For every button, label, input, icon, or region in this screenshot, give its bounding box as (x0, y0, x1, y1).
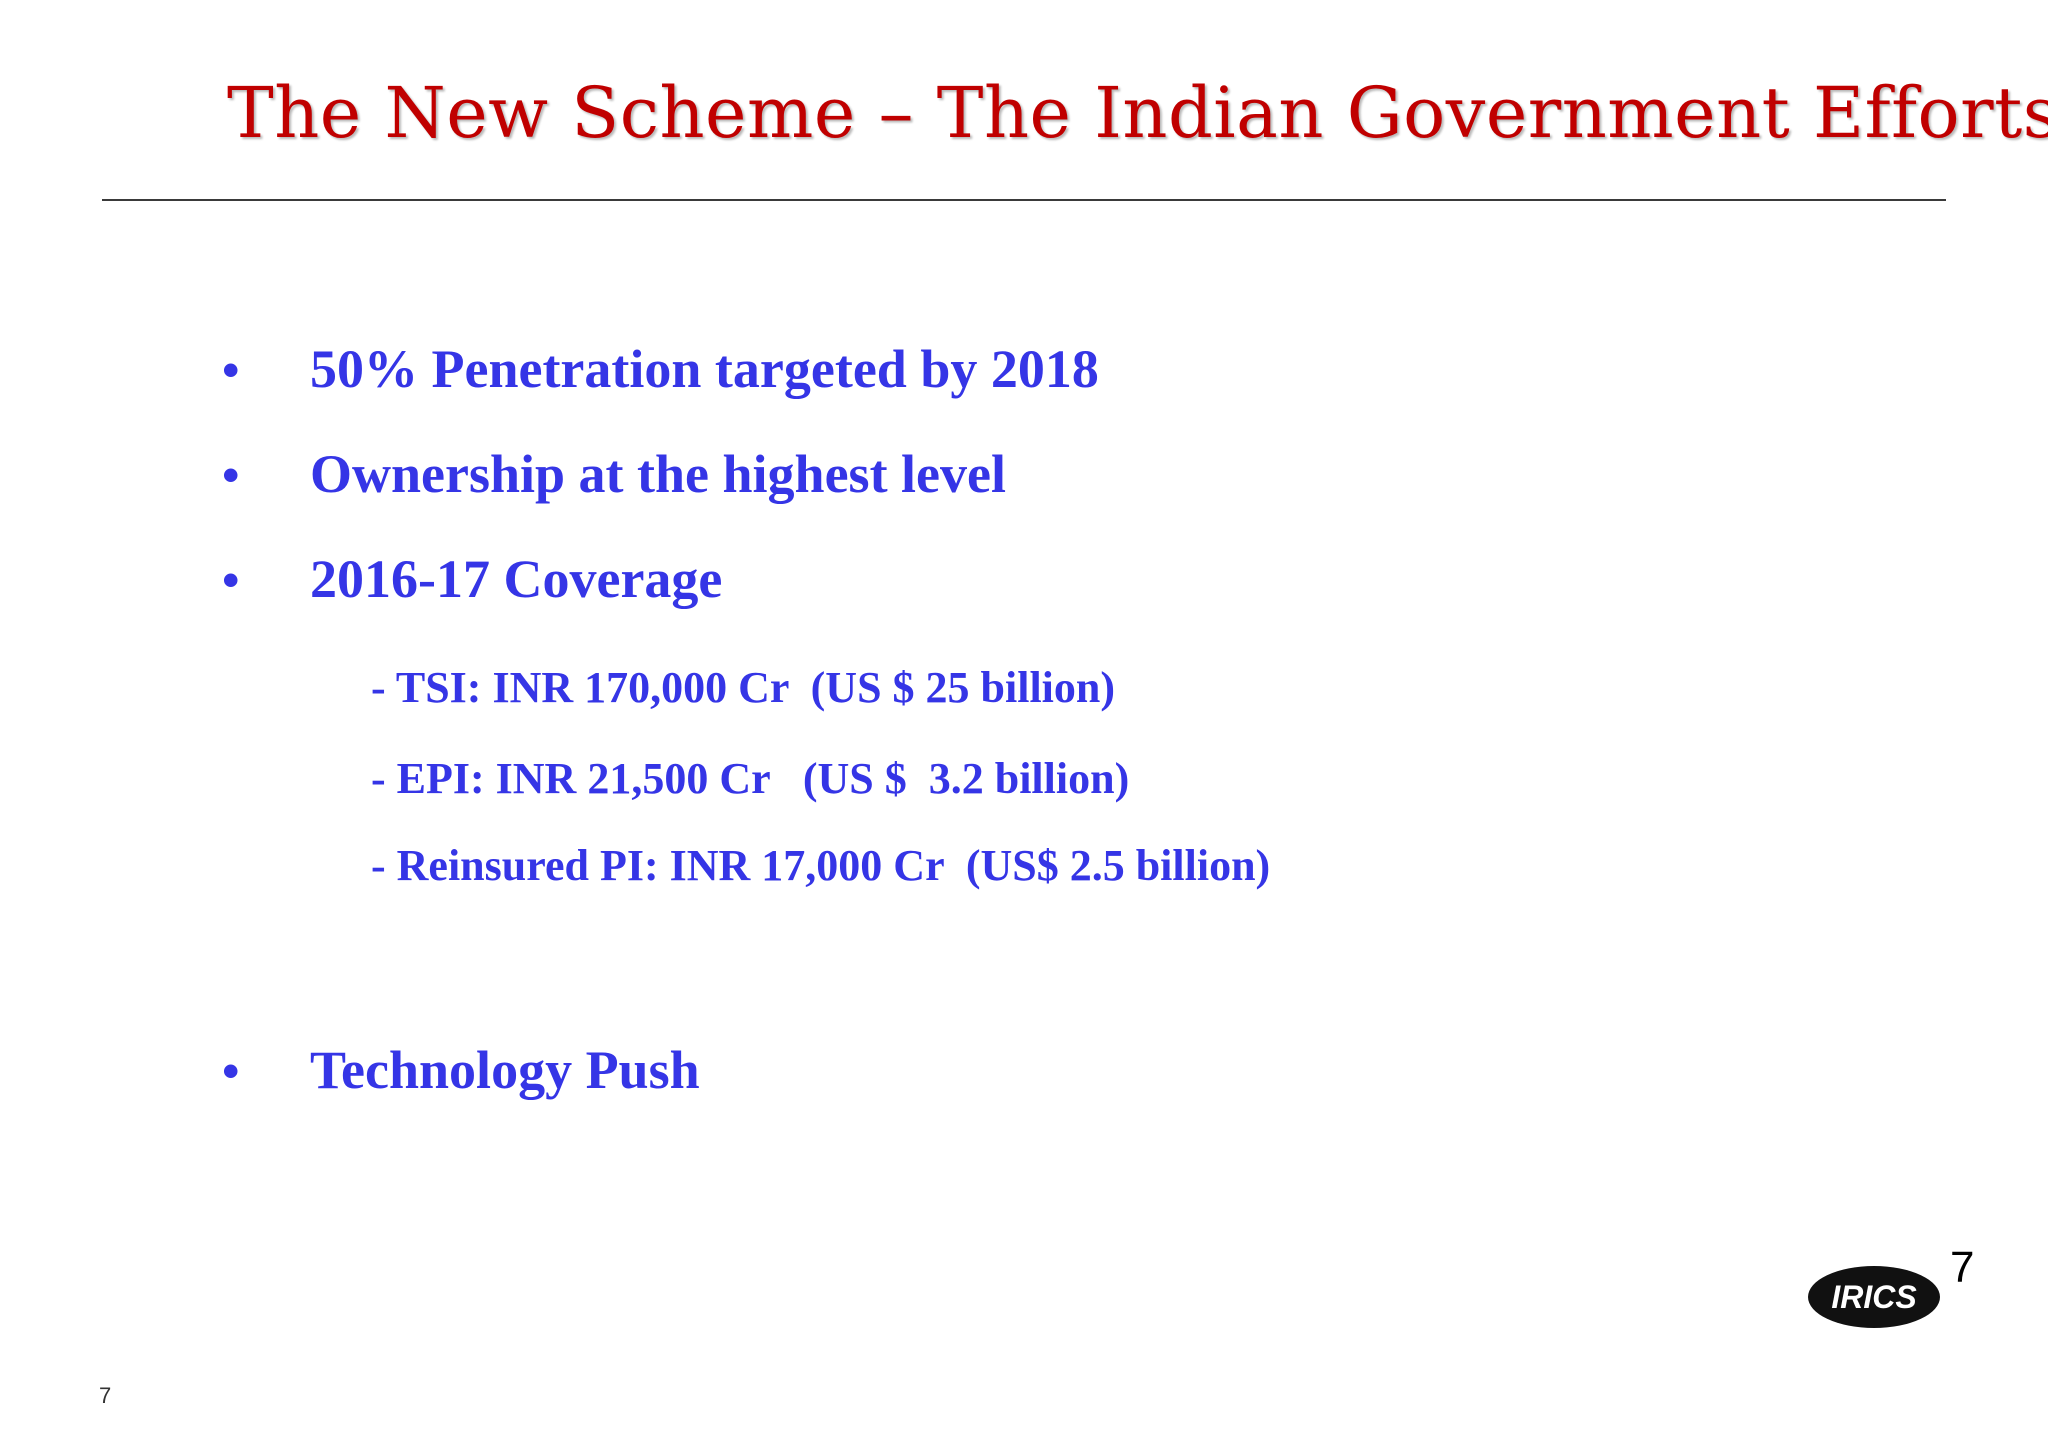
bullet-item: • 2016-17 Coverage (222, 548, 722, 610)
bullet-text: Technology Push (310, 1040, 700, 1100)
bullet-item: • 50% Penetration targeted by 2018 (222, 338, 1099, 400)
bullet-icon: • (222, 447, 240, 503)
bullet-text: 2016-17 Coverage (310, 549, 723, 609)
bullet-text: Ownership at the highest level (310, 444, 1006, 504)
slide-title: The New Scheme – The Indian Government E… (227, 72, 2048, 154)
sub-item-reinsured-pi: - Reinsured PI: INR 17,000 Cr (US$ 2.5 b… (371, 841, 1271, 890)
slide-number-large: 7 (1950, 1243, 1975, 1292)
irics-logo: IRICS (1808, 1266, 1940, 1328)
bullet-item: • Ownership at the highest level (222, 443, 1006, 505)
logo-text: IRICS (1831, 1279, 1917, 1315)
bullet-text: 50% Penetration targeted by 2018 (310, 339, 1099, 399)
bullet-icon: • (222, 342, 240, 398)
bullet-icon: • (222, 1043, 240, 1099)
title-divider (102, 199, 1946, 201)
bullet-item: • Technology Push (222, 1039, 700, 1101)
sub-item-tsi: - TSI: INR 170,000 Cr (US $ 25 billion) (371, 663, 1116, 712)
sub-item-epi: - EPI: INR 21,500 Cr (US $ 3.2 billion) (371, 754, 1130, 803)
page-number: 7 (99, 1383, 112, 1408)
bullet-icon: • (222, 552, 240, 608)
